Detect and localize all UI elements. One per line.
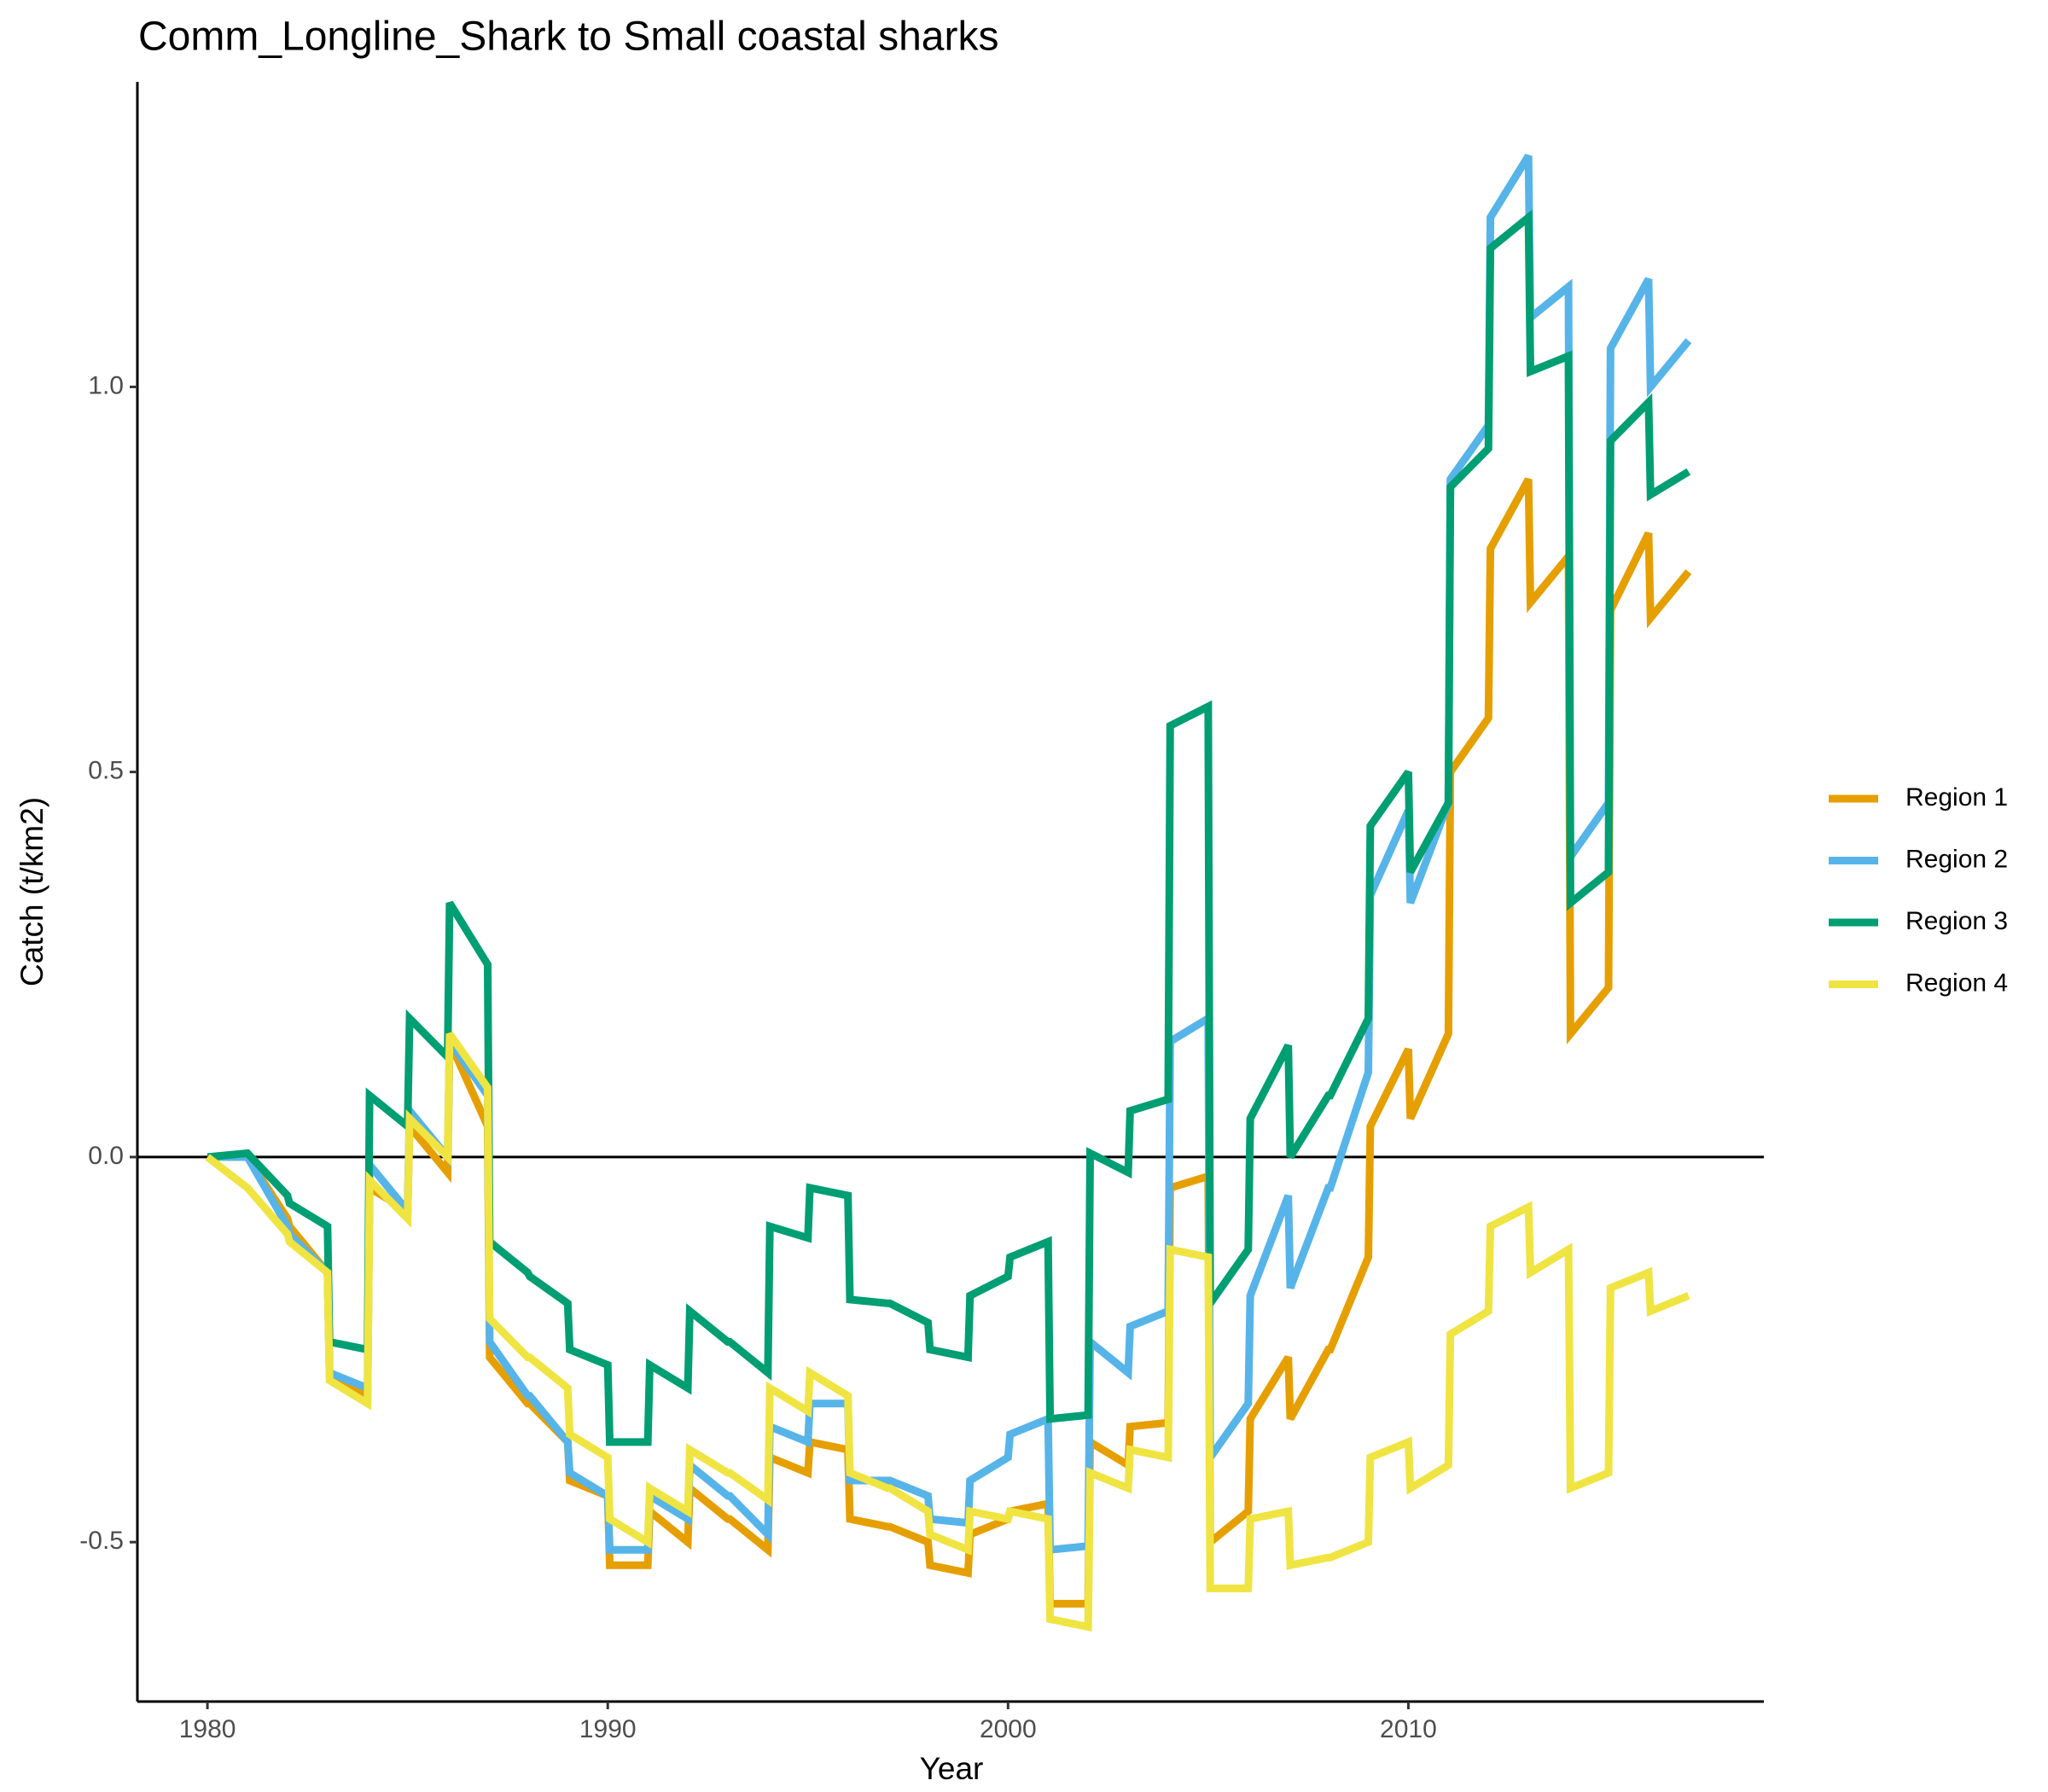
x-tick-label: 2010 xyxy=(1380,1715,1437,1743)
legend-label: Region 4 xyxy=(1905,969,2008,997)
y-tick-label: 0.0 xyxy=(88,1142,124,1170)
legend-label: Region 2 xyxy=(1905,845,2008,873)
chart-title: Comm_Longline_Shark to Small coastal sha… xyxy=(138,15,998,60)
legend-label: Region 1 xyxy=(1905,783,2008,812)
legend-label: Region 3 xyxy=(1905,907,2008,935)
series-line xyxy=(207,209,1691,1446)
y-tick-label: 1.0 xyxy=(88,371,124,399)
x-tick-label: 1990 xyxy=(579,1715,637,1743)
x-tick-label: 1980 xyxy=(179,1715,236,1743)
y-tick-label: -0.5 xyxy=(79,1527,124,1555)
x-tick-label: 2000 xyxy=(980,1715,1037,1743)
y-axis-label: Catch (t/km2) xyxy=(15,797,49,986)
x-axis-label: Year xyxy=(920,1751,984,1786)
y-tick-label: 0.5 xyxy=(88,757,124,785)
series-line xyxy=(205,1031,1690,1632)
